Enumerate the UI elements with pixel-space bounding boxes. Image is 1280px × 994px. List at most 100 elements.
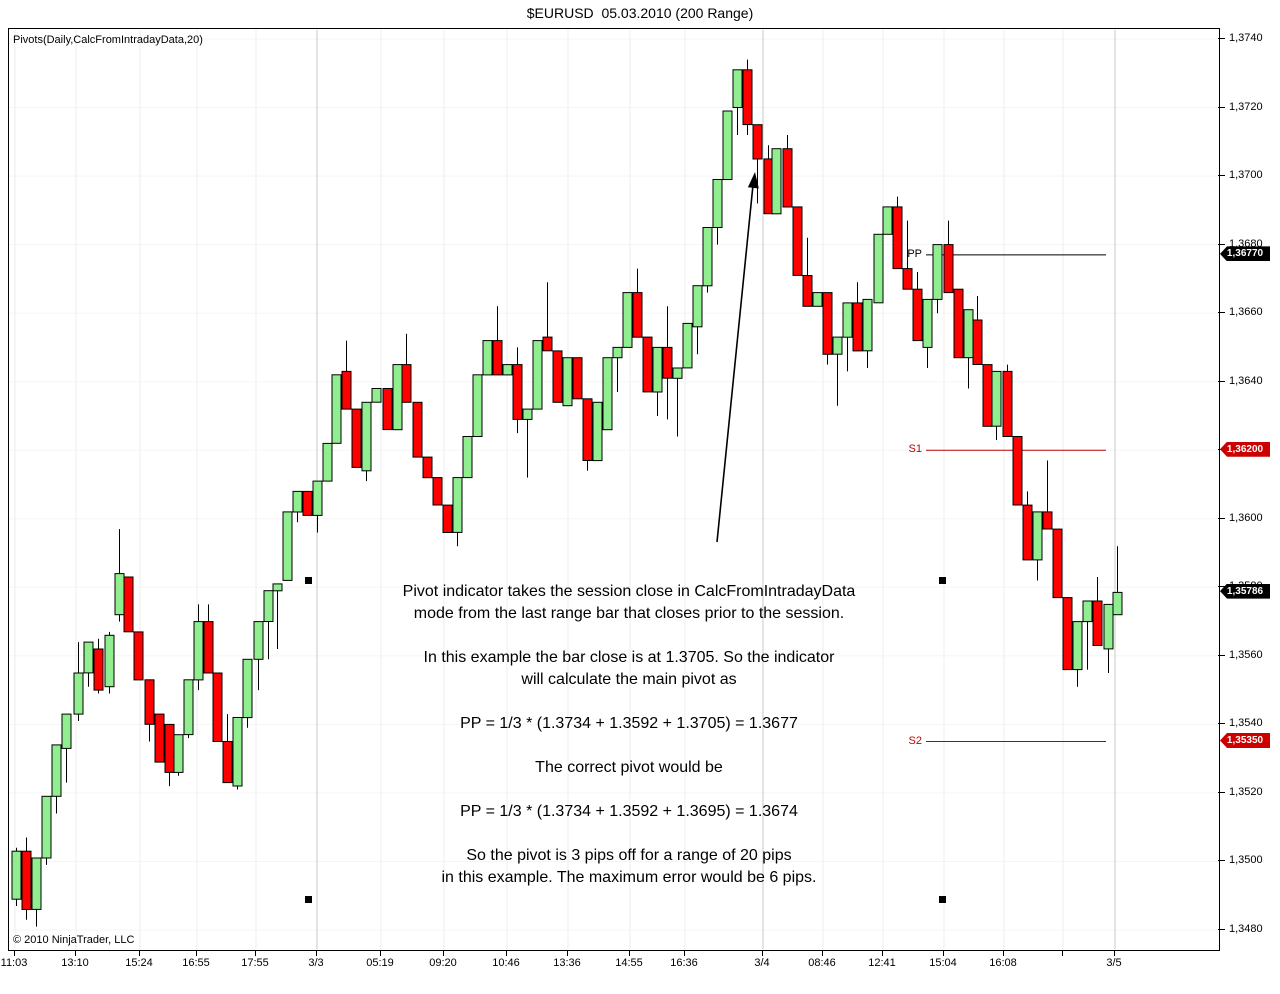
annotation-line	[309, 735, 949, 757]
axis-time-label: 11:03	[0, 957, 28, 969]
axis-time-label: 16:36	[670, 957, 698, 969]
candle-body	[642, 336, 653, 393]
candle-body	[943, 244, 954, 294]
candle-body	[83, 641, 94, 674]
axis-time-label: 15:04	[929, 957, 957, 969]
axis-price-label: 1,3700	[1229, 169, 1263, 182]
copyright-label: © 2010 NinjaTrader, LLC	[13, 934, 135, 946]
candle-body	[392, 364, 403, 431]
candle-body	[562, 357, 573, 407]
price-axis-tick	[1218, 723, 1225, 725]
price-axis-tick	[1218, 38, 1225, 39]
candle-body	[702, 227, 713, 287]
axis-time-label: 08:46	[808, 957, 836, 969]
candle-body	[982, 364, 993, 427]
candle-body	[341, 370, 352, 410]
candle-body	[282, 511, 293, 581]
chart-canvas[interactable]: Pivots(Daily,CalcFromIntradayData,20) © …	[8, 28, 1220, 951]
textbox-handle[interactable]	[305, 577, 312, 584]
candle-body	[622, 292, 633, 348]
candle-body	[662, 346, 673, 379]
candle-body	[123, 576, 134, 633]
candle-body	[263, 590, 274, 623]
candle-body	[114, 573, 125, 616]
axis-time-label: 3/3	[308, 957, 324, 969]
candle-body	[472, 374, 483, 437]
axis-price-label: 1,3720	[1229, 100, 1263, 113]
price-axis-tick	[1218, 791, 1225, 793]
candle-body	[832, 336, 843, 355]
axis-time-label: 10:46	[492, 957, 520, 969]
candle-body	[154, 713, 165, 763]
pivot-label-s2: S2	[908, 734, 922, 747]
axis-price-label: 1,3660	[1229, 306, 1263, 319]
time-axis-tick	[1062, 950, 1063, 956]
axis-price-label: 1,3500	[1229, 854, 1263, 867]
price-axis-tick	[1218, 312, 1225, 314]
axis-time-label: 16:55	[182, 957, 210, 969]
candle-body	[11, 850, 22, 900]
candle-body	[742, 69, 753, 126]
textbox-handle[interactable]	[939, 577, 946, 584]
price-axis-tick	[1218, 860, 1225, 862]
annotation-line: PP = 1/3 * (1.3734 + 1.3592 + 1.3695) = …	[460, 803, 798, 820]
annotation-line	[309, 779, 949, 801]
candle-body	[242, 658, 253, 719]
candle-body	[512, 364, 523, 420]
time-axis-tick	[316, 950, 317, 956]
axis-price-label: 1,3520	[1229, 785, 1263, 798]
candle-body	[401, 364, 412, 403]
axis-time-label: 15:24	[125, 957, 153, 969]
candle-body	[272, 583, 283, 592]
candle-body	[771, 148, 782, 215]
candle-body	[183, 679, 194, 736]
time-axis-tick	[255, 950, 256, 956]
candle-body	[722, 110, 733, 180]
price-axis[interactable]: 1,3740 1,3720 1,3700 1,3680 1,3660 1,3640 1,36…	[1218, 28, 1280, 958]
annotation-arrow[interactable]	[716, 184, 754, 543]
candle-body	[552, 350, 563, 403]
candle-body	[602, 357, 613, 431]
candle-body	[542, 336, 553, 352]
indicator-label: Pivots(Daily,CalcFromIntradayData,20)	[13, 34, 203, 46]
candle-body	[322, 442, 333, 482]
candle-body	[652, 346, 663, 393]
candle-body	[592, 401, 603, 462]
candle-body	[351, 408, 362, 468]
candle-body	[632, 292, 643, 338]
candle-body	[492, 340, 503, 376]
textbox-handle[interactable]	[939, 896, 946, 903]
candle-body	[104, 634, 115, 688]
annotation-line: will calculate the main pivot as	[521, 671, 737, 688]
candle-body	[953, 288, 964, 359]
axis-price-label: 1,3540	[1229, 717, 1263, 730]
annotation-text: Pivot indicator takes the session close …	[309, 581, 949, 889]
candle-body	[222, 741, 233, 784]
candle-body	[792, 206, 803, 276]
price-axis-tick	[1218, 175, 1225, 177]
candle-body	[173, 734, 184, 773]
candle-body	[442, 504, 453, 534]
time-axis-tick	[882, 950, 883, 956]
candle-body	[572, 357, 583, 400]
candle-body	[31, 857, 42, 910]
candle-body	[361, 401, 372, 472]
axis-price-label: 1,3480	[1229, 923, 1263, 935]
textbox-handle[interactable]	[305, 896, 312, 903]
candle-body	[193, 621, 204, 681]
candle-body	[21, 850, 32, 911]
candle-body	[1072, 621, 1083, 671]
candle-body	[842, 302, 853, 338]
candle-body	[1052, 528, 1063, 599]
candle-body	[412, 401, 423, 458]
time-axis-tick	[762, 950, 763, 956]
candle-body	[682, 322, 693, 369]
candle-body	[812, 292, 823, 307]
annotation-line	[309, 823, 949, 845]
annotation-line: The correct pivot would be	[535, 759, 723, 776]
candle-body	[612, 346, 623, 359]
time-axis[interactable]: 11:03 13:10 15:24 16:55 17:55 3/3 05:19 09:20 10…	[0, 949, 1280, 979]
price-axis-tick	[1218, 243, 1225, 245]
price-tag: 1,35786	[1220, 583, 1270, 599]
annotation-line: So the pivot is 3 pips off for a range o…	[466, 847, 792, 864]
